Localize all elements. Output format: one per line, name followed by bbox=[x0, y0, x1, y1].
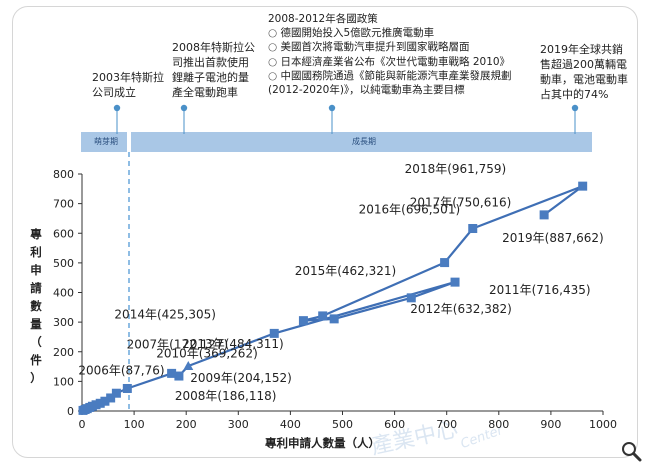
data-point-marker bbox=[100, 396, 110, 406]
data-point-marker bbox=[95, 398, 105, 408]
x-tick-label: 500 bbox=[332, 418, 353, 431]
x-tick-label: 700 bbox=[436, 418, 457, 431]
y-tick-label: 800 bbox=[53, 168, 74, 181]
data-label: 2013年(484,311) bbox=[182, 337, 284, 351]
data-label: 2015年(462,321) bbox=[295, 264, 397, 278]
data-point-marker bbox=[318, 311, 328, 321]
policy-tail: (2012-2020年)》，以純電動車為主要目標 bbox=[268, 84, 465, 97]
annotation-2019: 2019年全球共銷 售超過200萬輛電 動車，電池電動車 占其中的74% bbox=[540, 43, 628, 101]
y-axis-label-char: （ bbox=[30, 335, 42, 349]
y-axis-label-char: 請 bbox=[30, 281, 42, 295]
data-point-marker bbox=[174, 371, 184, 381]
data-point-marker bbox=[167, 368, 177, 378]
policy-item: 中國國務院通過《節能與新能源汽車產業發展規劃 bbox=[268, 69, 512, 83]
data-point-marker bbox=[468, 224, 478, 234]
x-tick-label: 600 bbox=[384, 418, 405, 431]
policy-title: 2008-2012年各國政策 bbox=[268, 13, 378, 25]
timeline-phase-growth bbox=[131, 132, 592, 152]
pin-2008-dot bbox=[180, 104, 188, 112]
annotation-2008: 2008年特斯拉公 司推出首款使用 鋰離子電池的量 產全電動跑車 bbox=[172, 41, 255, 99]
data-point-marker bbox=[298, 316, 308, 326]
y-tick-label: 0 bbox=[67, 405, 74, 418]
data-point-marker bbox=[269, 328, 279, 338]
data-point-marker bbox=[122, 383, 132, 393]
x-tick-label: 0 bbox=[79, 418, 86, 431]
x-tick-label: 100 bbox=[124, 418, 145, 431]
data-label: 2008年(186,118) bbox=[175, 389, 277, 403]
pin-2019-dot bbox=[571, 104, 579, 112]
y-axis-label-char: 數 bbox=[30, 299, 42, 313]
data-label: 2016年(696,501) bbox=[359, 203, 461, 217]
data-point-marker bbox=[440, 258, 450, 268]
x-tick-label: 1000 bbox=[589, 418, 617, 431]
data-label: 2007年(172,127) bbox=[127, 337, 229, 351]
data-label: 2018年(961,759) bbox=[405, 162, 507, 176]
x-tick-label: 300 bbox=[228, 418, 249, 431]
data-label: 2011年(716,435) bbox=[489, 283, 591, 297]
data-point-marker bbox=[450, 277, 460, 287]
y-tick-label: 500 bbox=[53, 257, 74, 270]
data-label: 2006年(87,76) bbox=[78, 363, 164, 377]
data-point-marker bbox=[183, 360, 194, 370]
policy-item: 美國首次將電動汽車提升到國家戰略層面 bbox=[268, 40, 512, 54]
data-label: 2009年(204,152) bbox=[190, 371, 292, 385]
data-point-marker bbox=[329, 314, 339, 324]
policy-item: 德國開始投入5億歐元推廣電動車 bbox=[268, 26, 512, 40]
annotation-2003: 2003年特斯拉 公司成立 bbox=[92, 71, 164, 99]
y-axis-label-char: 利 bbox=[29, 245, 42, 259]
x-axis-label: 專利申請人數量（人） bbox=[265, 436, 380, 450]
data-label: 2010年(369,262) bbox=[156, 346, 258, 360]
x-tick-label: 200 bbox=[176, 418, 197, 431]
y-axis-label-char: 件 bbox=[30, 353, 42, 367]
y-tick-label: 600 bbox=[53, 227, 74, 240]
data-point-marker bbox=[539, 210, 549, 220]
phase-early-label: 萌芽期 bbox=[94, 137, 118, 146]
y-tick-label: 300 bbox=[53, 316, 74, 329]
y-tick-label: 700 bbox=[53, 198, 74, 211]
x-tick-label: 400 bbox=[280, 418, 301, 431]
y-axis-label-char: 申 bbox=[30, 263, 42, 277]
y-tick-label: 100 bbox=[53, 375, 74, 388]
data-point-marker bbox=[578, 181, 588, 191]
phase-growth-label: 成長期 bbox=[352, 137, 376, 146]
x-tick-label: 900 bbox=[540, 418, 561, 431]
data-label: 2012年(632,382) bbox=[410, 302, 512, 316]
data-label: 2014年(425,305) bbox=[114, 308, 216, 322]
annotation-policy: 2008-2012年各國政策 德國開始投入5億歐元推廣電動車 美國首次將電動汽車… bbox=[268, 12, 512, 97]
timeline-phase-early bbox=[81, 132, 127, 152]
y-axis-label-char: 專 bbox=[30, 227, 42, 241]
policy-item: 日本經濟產業省公布《次世代電動車戰略 2010》 bbox=[268, 55, 512, 69]
magnifier-icon[interactable] bbox=[620, 440, 642, 462]
y-tick-label: 400 bbox=[53, 287, 74, 300]
pin-2003-dot bbox=[113, 104, 121, 112]
x-tick-label: 800 bbox=[488, 418, 509, 431]
data-point-marker bbox=[406, 293, 416, 303]
data-point-marker bbox=[106, 393, 116, 403]
y-tick-label: 200 bbox=[53, 346, 74, 359]
data-label: 2019年(887,662) bbox=[502, 231, 604, 245]
y-axis-label-char: ） bbox=[30, 371, 42, 385]
y-axis-label-char: 量 bbox=[30, 317, 42, 331]
pin-policy-dot bbox=[328, 104, 336, 112]
data-point-marker bbox=[111, 388, 121, 398]
data-label: 2017年(750,616) bbox=[410, 196, 512, 210]
